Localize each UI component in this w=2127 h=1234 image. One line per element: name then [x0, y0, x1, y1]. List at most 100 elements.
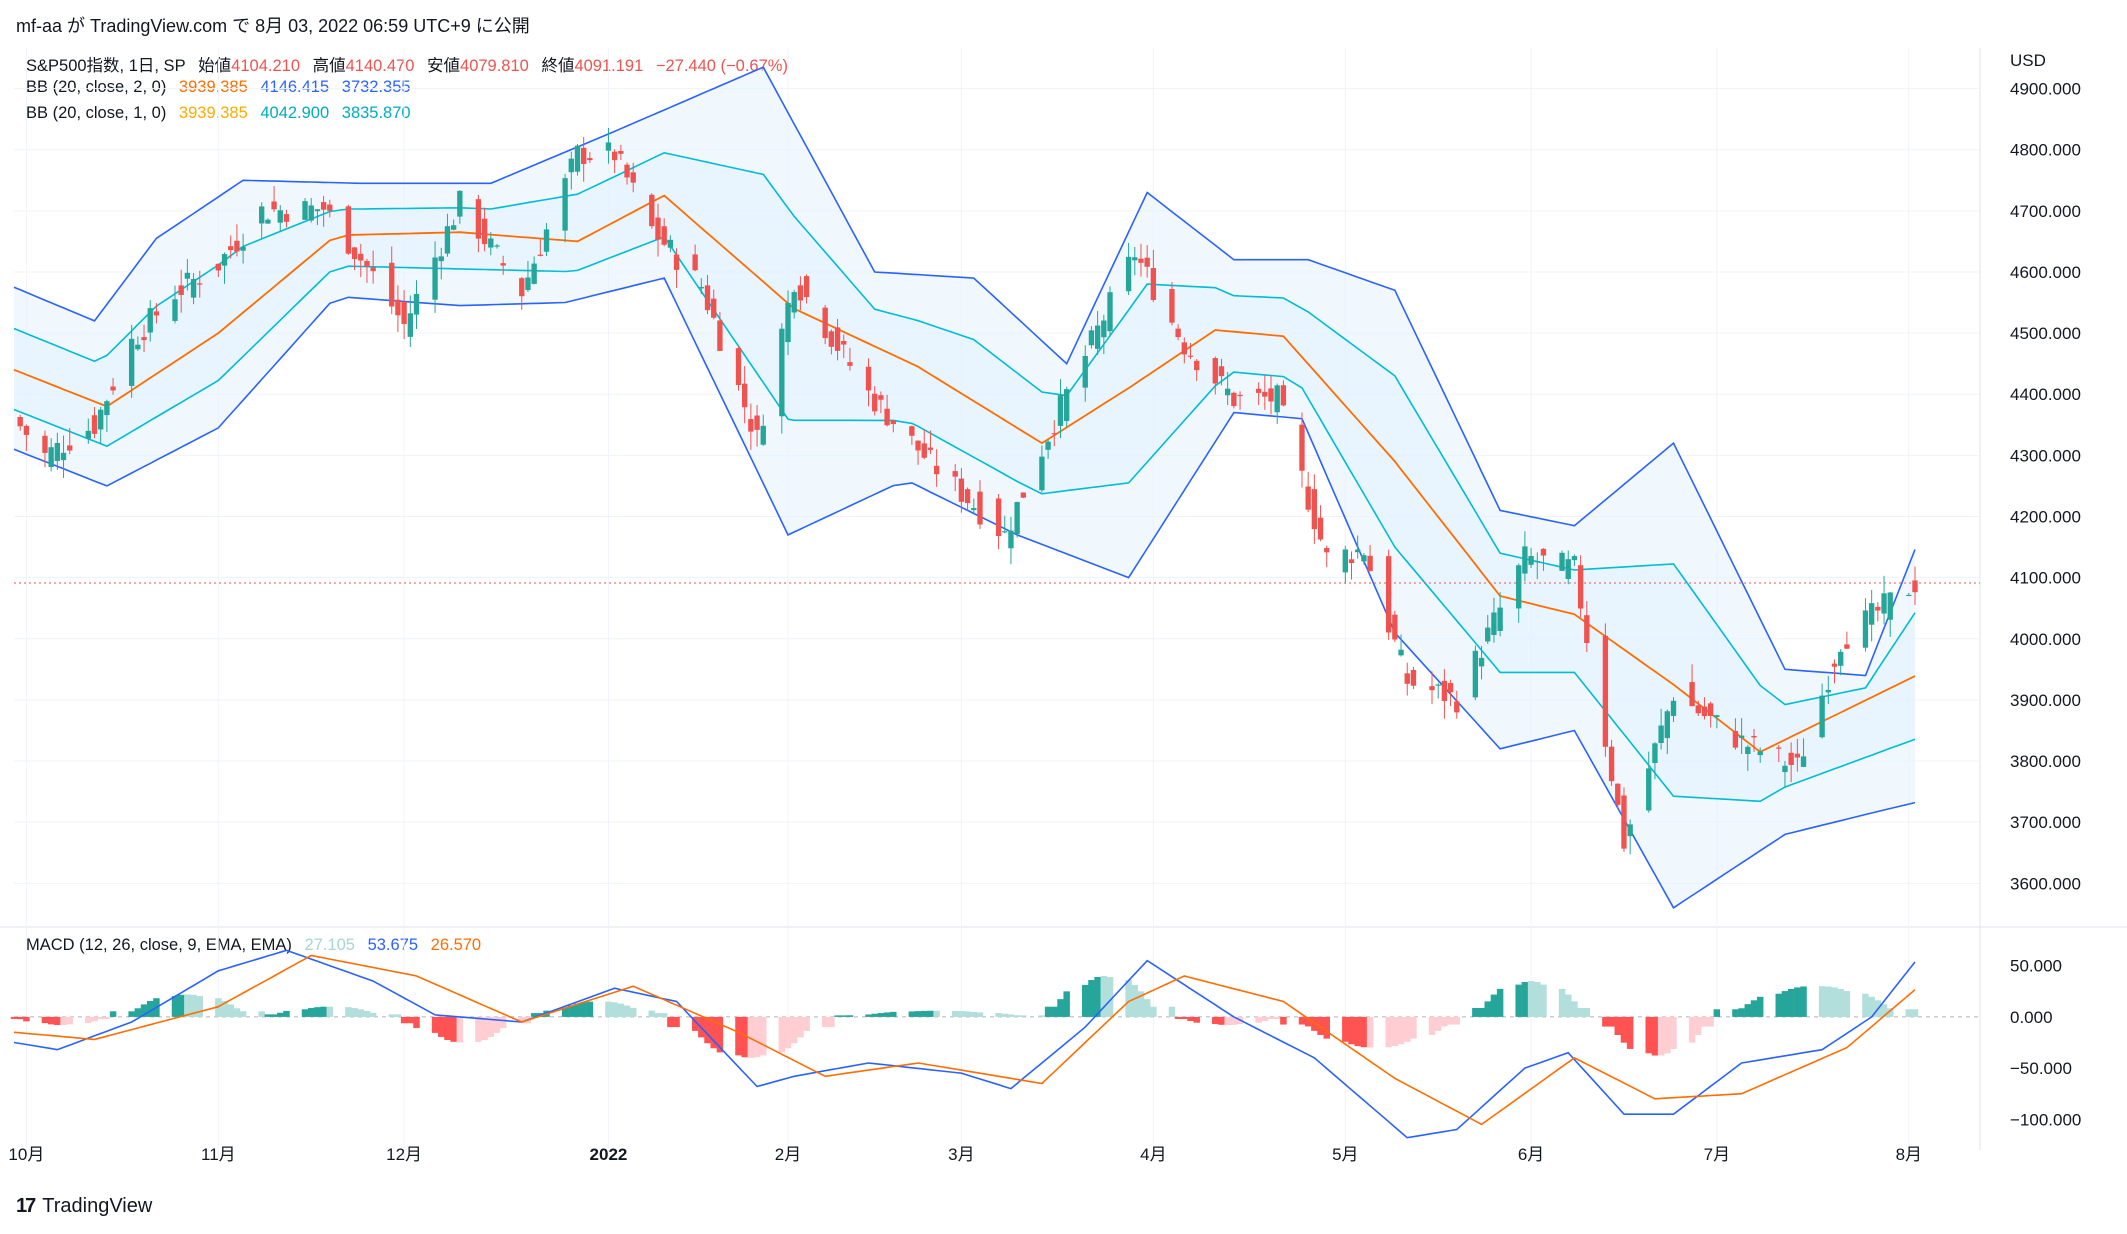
- macd-histogram-bar: [481, 1016, 488, 1040]
- macd-histogram-bar: [369, 1012, 377, 1017]
- candles: [17, 127, 1918, 855]
- macd-histogram-bar: [1391, 1016, 1399, 1047]
- macd-histogram-bar: [1044, 1006, 1052, 1017]
- bb1-basis: 3939.385: [178, 104, 248, 122]
- candle-body: [1454, 701, 1460, 713]
- macd-histogram-bar: [753, 1016, 761, 1058]
- macd-histogram-bar: [85, 1016, 92, 1024]
- candle-body: [952, 471, 958, 477]
- tradingview-logo-icon[interactable]: 17: [16, 1195, 36, 1217]
- macd-histogram-bar: [438, 1016, 445, 1037]
- macd-histogram-bar: [1273, 1016, 1281, 1019]
- bb2-legend: BB (20, close, 2, 0) 3939.385 4146.415 3…: [26, 78, 419, 97]
- symbol-label[interactable]: S&P500指数, 1日, SP: [26, 57, 186, 75]
- macd-histogram-bar: [865, 1014, 872, 1017]
- currency-label: USD: [2010, 51, 2046, 70]
- macd-histogram-bar: [264, 1014, 272, 1017]
- macd-histogram-bar: [1868, 996, 1875, 1017]
- candle-body: [1819, 695, 1825, 738]
- macd-histogram-bar: [1410, 1016, 1417, 1039]
- macd-histogram-bar: [629, 1007, 637, 1017]
- macd-histogram-bar: [444, 1016, 451, 1040]
- macd-histogram-bar: [1490, 994, 1498, 1017]
- bb1-label[interactable]: BB (20, close, 1, 0): [26, 104, 167, 122]
- macd-histogram-bar: [1626, 1016, 1634, 1049]
- macd-histogram-bar: [803, 1016, 810, 1031]
- candle-body: [1262, 391, 1268, 397]
- macd-histogram-bar: [1261, 1016, 1269, 1021]
- candle-body: [1002, 531, 1008, 533]
- macd-histogram-bar: [1366, 1016, 1374, 1048]
- candle-body: [1714, 715, 1720, 718]
- macd-histogram-bar: [914, 1011, 922, 1017]
- macd-histogram-bar: [1348, 1016, 1355, 1045]
- macd-histogram-bar: [1645, 1016, 1652, 1054]
- bb1-upper-line: [13, 151, 1916, 706]
- macd-histogram-bar: [1453, 1016, 1461, 1025]
- candle-body: [1014, 502, 1020, 535]
- candle-body: [890, 420, 896, 425]
- candle-body: [401, 301, 407, 324]
- macd-histogram-bar: [1082, 984, 1089, 1017]
- macd-histogram-bar: [995, 1013, 1002, 1017]
- macd-histogram-bar: [958, 1011, 965, 1017]
- candle-body: [1621, 795, 1627, 849]
- macd-histogram-bar: [1230, 1016, 1238, 1025]
- macd-histogram-bar: [821, 1016, 829, 1028]
- macd-histogram-bar: [1342, 1016, 1349, 1042]
- candle-body: [1045, 441, 1051, 450]
- price-tick-label: 4500.000: [2010, 324, 2081, 343]
- candle-body: [1831, 663, 1838, 667]
- macd-histogram-bar: [1255, 1016, 1262, 1023]
- candle-body: [667, 239, 674, 248]
- macd-panel: [10, 949, 1980, 1139]
- bb2-label[interactable]: BB (20, close, 2, 0): [26, 78, 167, 96]
- candle-body: [48, 447, 54, 468]
- candle-body: [1577, 565, 1584, 609]
- macd-histogram-bar: [357, 1009, 365, 1017]
- candle-body: [1794, 753, 1801, 758]
- bb1-legend: BB (20, close, 1, 0) 3939.385 4042.900 3…: [26, 104, 419, 123]
- macd-histogram-bar: [1137, 991, 1145, 1017]
- candle-body: [1868, 603, 1875, 625]
- macd-histogram-bar: [1434, 1016, 1442, 1031]
- candle-body: [785, 302, 791, 343]
- macd-histogram-bar: [1143, 999, 1151, 1017]
- candle-body: [358, 253, 364, 261]
- macd-histogram-bar: [1007, 1014, 1015, 1017]
- candle-body: [67, 445, 73, 451]
- candle-body: [964, 489, 971, 504]
- macd-histogram-bar: [1441, 1016, 1448, 1027]
- candle-body: [543, 229, 550, 252]
- macd-histogram-bar: [1608, 1016, 1615, 1027]
- macd-histogram-bar: [574, 1003, 581, 1017]
- candle-body: [1435, 684, 1441, 686]
- candle-body: [1255, 388, 1262, 393]
- macd-histogram-bar: [568, 1005, 575, 1017]
- candle-body: [1615, 783, 1621, 805]
- candle-body: [432, 257, 438, 300]
- candle-body: [1020, 492, 1027, 498]
- close-label: 終値: [541, 57, 575, 75]
- candle-body: [1838, 651, 1844, 666]
- candle-body: [605, 142, 612, 151]
- candle-body: [240, 246, 246, 251]
- macd-histogram-bar: [673, 1016, 680, 1028]
- price-tick-label: 4900.000: [2010, 80, 2081, 99]
- macd-histogram-bar: [1051, 1006, 1058, 1017]
- macd-histogram-bar: [16, 1016, 24, 1020]
- candle-body: [1472, 650, 1479, 698]
- macd-histogram-bar: [1323, 1016, 1330, 1039]
- candle-body: [1627, 824, 1633, 837]
- candle-body: [822, 307, 828, 339]
- macd-histogram-bar: [518, 1016, 525, 1024]
- candle-body: [1875, 606, 1881, 611]
- macd-histogram-bar: [611, 1002, 618, 1017]
- macd-histogram-bar: [301, 1009, 309, 1017]
- macd-label[interactable]: MACD (12, 26, close, 9, EMA, EMA): [26, 936, 292, 954]
- candle-body: [1144, 257, 1150, 267]
- macd-histogram-bar: [1775, 993, 1783, 1017]
- candle-body: [1088, 330, 1095, 346]
